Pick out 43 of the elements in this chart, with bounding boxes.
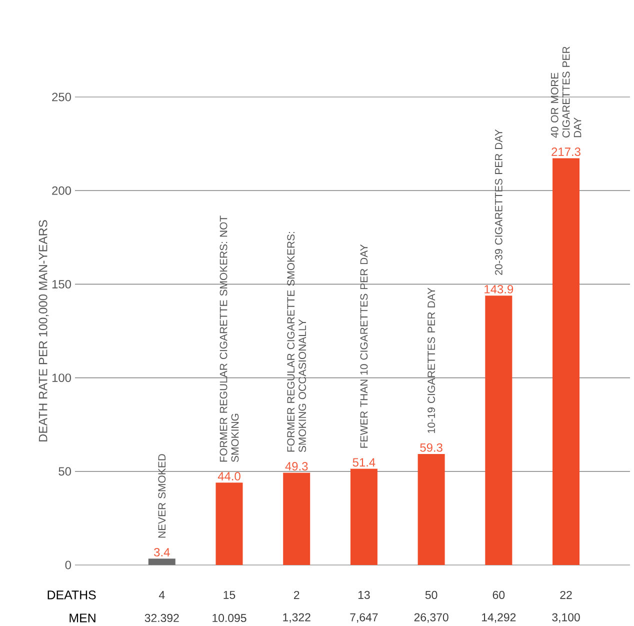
y-tick-label: 150	[52, 280, 72, 288]
bar	[283, 472, 310, 565]
data-label: 143.9	[484, 284, 514, 294]
text: 1,322	[283, 613, 310, 623]
text: 26,370	[414, 613, 448, 623]
text: MEN	[70, 614, 96, 622]
text: 10.095	[212, 614, 246, 622]
data-label: 3.4	[154, 548, 170, 556]
text: 15	[224, 590, 236, 599]
bar	[350, 468, 378, 565]
bar	[216, 482, 243, 565]
x-tick-label: FEWER THAN 10 CIGARETTES PER DAY	[360, 244, 368, 448]
text: 13	[358, 590, 370, 600]
bar	[552, 158, 580, 565]
x-tick-label: 20-39 CIGARETTES PER DAY	[494, 129, 502, 275]
text: 7,647	[350, 613, 378, 623]
text: 4	[158, 591, 165, 599]
data-label: 51.4	[352, 458, 376, 467]
data-label: 49.3	[285, 462, 308, 471]
y-tick-label: 0	[65, 560, 72, 570]
bar	[418, 454, 445, 565]
y-tick-label: 200	[52, 186, 72, 195]
y-tick-label: 50	[58, 467, 72, 476]
x-tick-label: 10-19 CIGARETTES PER DAY	[428, 288, 436, 433]
text: 50	[425, 590, 438, 600]
text: DEATHS	[48, 590, 96, 600]
data-label: 217.3	[552, 148, 580, 156]
bar	[485, 296, 512, 565]
y-axis-title: DEATH RATE PER 100,000 MAN-YEARS	[38, 220, 49, 442]
x-tick-label: FORMER REGULAR CIGARETTE SMOKERS: NOT SMOKING	[220, 216, 239, 462]
x-tick-label: FORMER REGULAR CIGARETTE SMOKERS: SMOKING OCCASIONALLY	[287, 232, 306, 452]
data-label: 59.3	[420, 443, 442, 452]
text: 3,100	[552, 613, 580, 623]
y-tick-label: 250	[52, 92, 72, 102]
text: 60	[492, 590, 505, 600]
data-label: 44.0	[218, 472, 240, 480]
text: 2	[294, 590, 300, 599]
text: 22	[560, 590, 572, 599]
x-tick-label: 40 OR MORE CIGARETTES PER DAY	[550, 46, 582, 138]
y-tick-label: 100	[52, 374, 72, 382]
text: 14,292	[482, 613, 516, 623]
x-tick-label: NEVER SMOKED	[158, 454, 166, 538]
text: 32.392	[144, 614, 179, 622]
